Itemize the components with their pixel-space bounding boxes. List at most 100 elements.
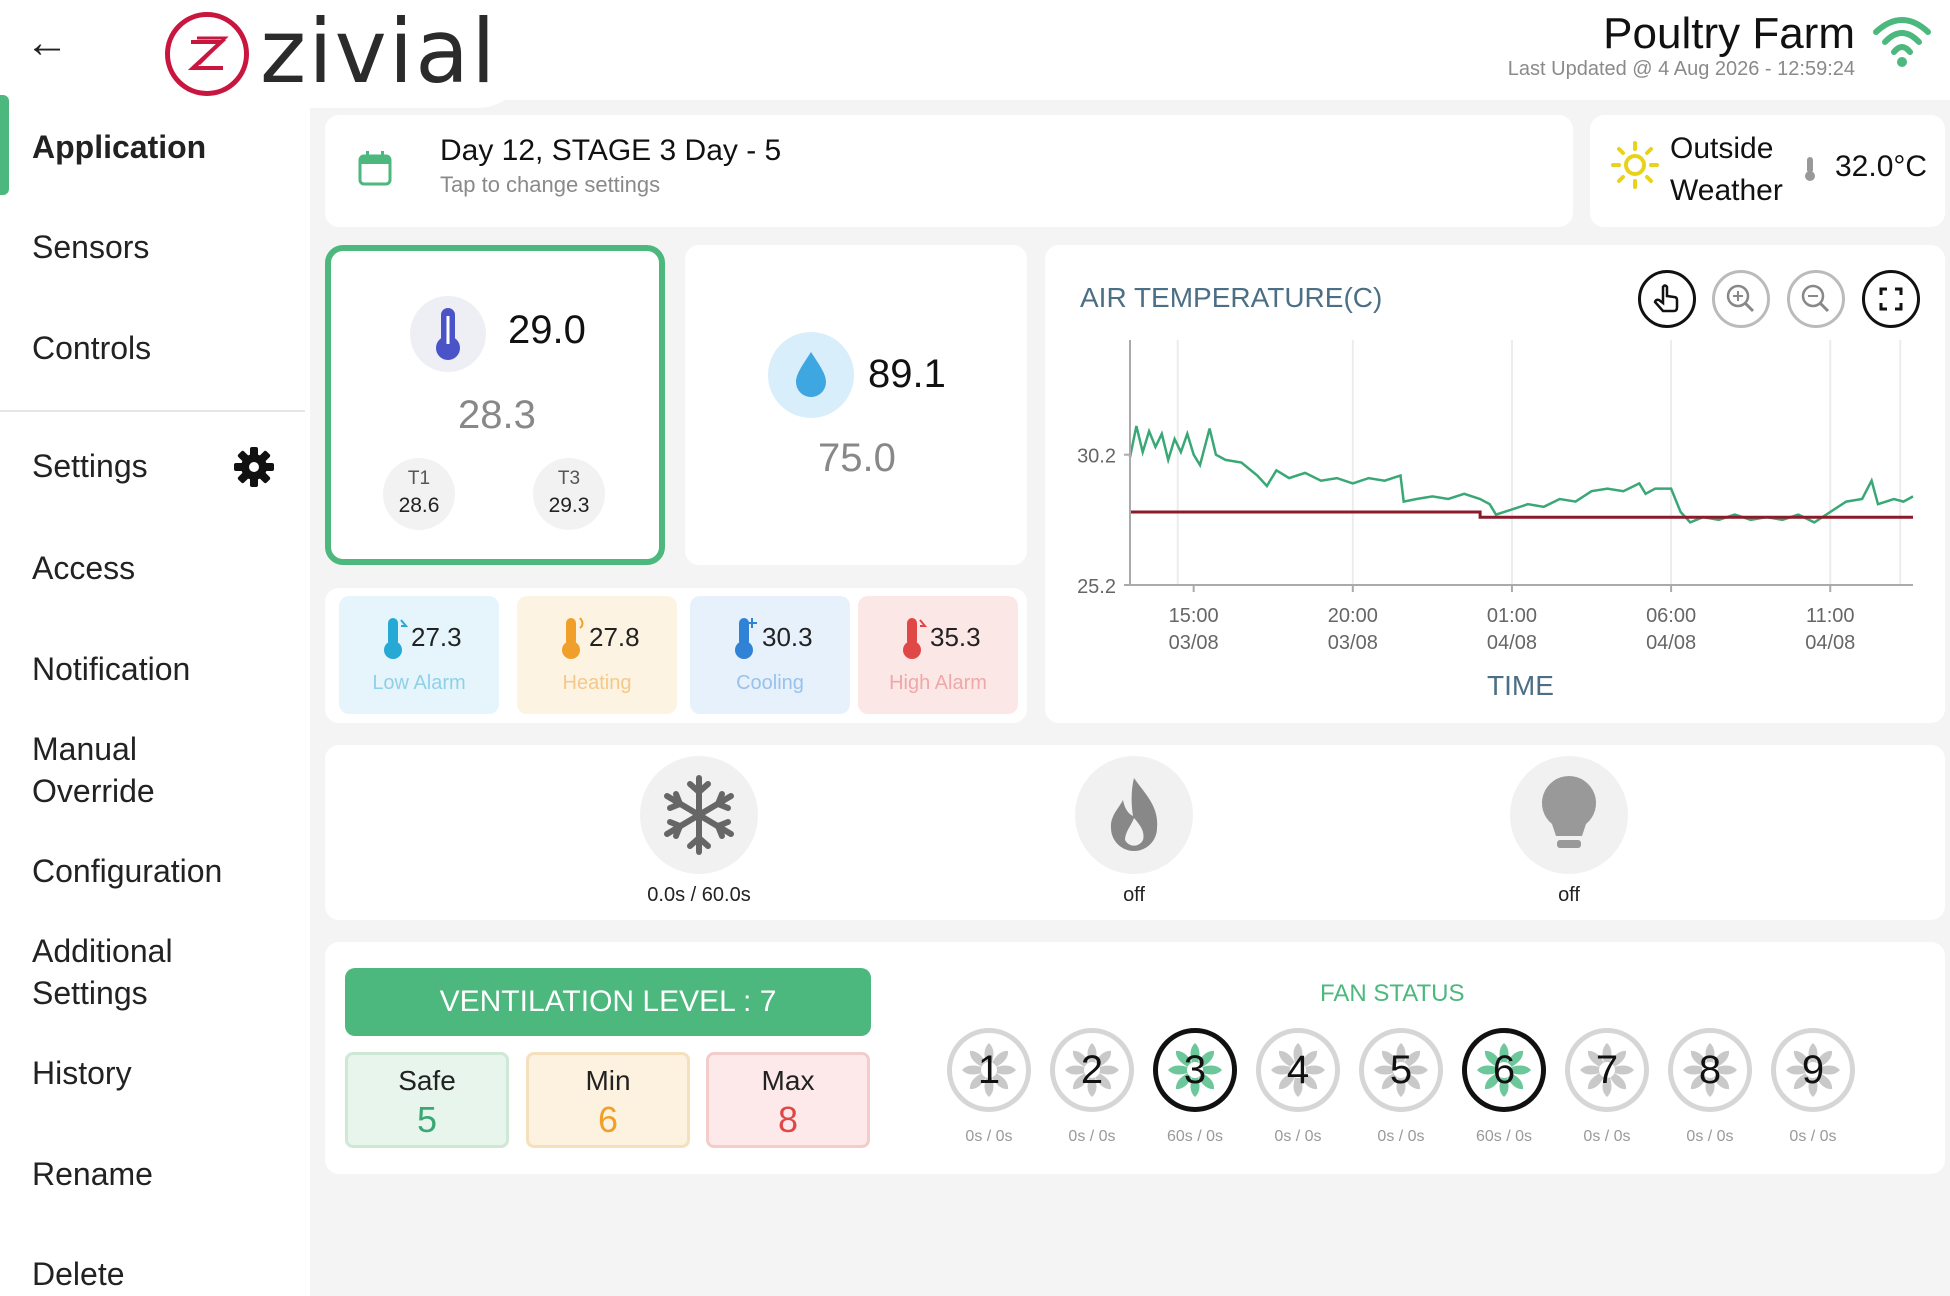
fan-9[interactable]: 9 bbox=[1771, 1028, 1855, 1112]
cooling-status: 0.0s / 60.0s bbox=[647, 884, 751, 906]
fan-8[interactable]: 8 bbox=[1668, 1028, 1752, 1112]
sidebar-item-sensors[interactable]: Sensors bbox=[32, 229, 150, 265]
back-arrow-icon[interactable]: ← bbox=[25, 18, 69, 67]
sidebar-item-delete[interactable]: Delete bbox=[32, 1256, 125, 1292]
gear-icon[interactable] bbox=[232, 445, 276, 489]
sidebar bbox=[0, 100, 310, 1296]
air-temperature-chart[interactable]: 30.2 25.2 15:00 03/08 20:00 03/08 01:00 04/08 06… bbox=[1045, 330, 1945, 720]
alarm-label: High Alarm bbox=[889, 672, 987, 694]
fan-number: 8 bbox=[1698, 1048, 1722, 1092]
level-value: 5 bbox=[416, 1099, 438, 1140]
pointer-icon[interactable] bbox=[1638, 270, 1696, 328]
chart-title: AIR TEMPERATURE(C) bbox=[1080, 282, 1383, 313]
fan-icon bbox=[1477, 1043, 1531, 1097]
y-tick-label: 30.2 bbox=[1077, 446, 1116, 468]
outside-weather-card bbox=[1590, 115, 1945, 227]
x-tick-label: 11:00 bbox=[1806, 605, 1855, 627]
air-temperature-chart-card bbox=[1045, 245, 1945, 723]
sensor-name: T1 bbox=[407, 468, 431, 489]
alarm-high[interactable]: 35.3 High Alarm bbox=[858, 596, 1018, 714]
temperature-card[interactable] bbox=[325, 245, 665, 565]
sidebar-item-configuration[interactable]: Configuration bbox=[32, 853, 223, 889]
fan-7[interactable]: 7 bbox=[1565, 1028, 1649, 1112]
fan-icon bbox=[1374, 1043, 1428, 1097]
zoom-out-icon[interactable] bbox=[1787, 270, 1845, 328]
outside-weather-label: Outside Weather bbox=[1670, 132, 1783, 207]
fan-2[interactable]: 2 bbox=[1050, 1028, 1134, 1112]
last-updated: Last Updated @ 4 Aug 2026 - 12:59:24 bbox=[1507, 58, 1855, 80]
x-tick-label: 01:00 bbox=[1487, 605, 1537, 627]
x-tick-label: 04/08 bbox=[1487, 632, 1537, 654]
sensor-badge-t3: T3 29.3 bbox=[533, 458, 605, 530]
sidebar-item-application[interactable]: Application bbox=[32, 129, 207, 165]
x-tick-label: 04/08 bbox=[1805, 632, 1855, 654]
sensor-name: T3 bbox=[557, 468, 581, 489]
alarm-cooling[interactable]: 30.3 Cooling bbox=[690, 596, 850, 714]
farm-title: Poultry Farm bbox=[1603, 9, 1855, 58]
sidebar-item-settings[interactable]: Settings bbox=[32, 448, 148, 484]
alarm-value: 27.3 bbox=[411, 622, 462, 652]
alarm-value: 35.3 bbox=[930, 622, 981, 652]
sidebar-item-history[interactable]: History bbox=[32, 1055, 132, 1091]
x-tick-label: 04/08 bbox=[1646, 632, 1696, 654]
fan-4[interactable]: 4 bbox=[1256, 1028, 1340, 1112]
fullscreen-icon[interactable] bbox=[1862, 270, 1920, 328]
x-tick-label: 06:00 bbox=[1646, 605, 1696, 627]
sidebar-item-additional-settings[interactable]: Additional Settings bbox=[32, 933, 173, 1011]
light-actuator[interactable] bbox=[1510, 756, 1628, 874]
zivial-logo-icon bbox=[165, 12, 249, 96]
zoom-in-icon[interactable] bbox=[1712, 270, 1770, 328]
alarm-heating[interactable]: 27.8 Heating bbox=[517, 596, 677, 714]
snowflake-icon bbox=[664, 775, 734, 855]
series-line-0 bbox=[1128, 425, 1914, 524]
thermometer-high-icon bbox=[903, 618, 928, 659]
sidebar-divider bbox=[0, 410, 305, 412]
sidebar-item-access[interactable]: Access bbox=[32, 550, 136, 586]
fan-number: 6 bbox=[1492, 1048, 1516, 1092]
ventilation-level-button[interactable]: VENTILATION LEVEL : 7 bbox=[345, 968, 871, 1036]
humidity-card[interactable] bbox=[685, 245, 1027, 565]
fan-number: 9 bbox=[1801, 1048, 1825, 1092]
fan-3[interactable]: 3 bbox=[1153, 1028, 1237, 1112]
sidebar-item-notification[interactable]: Notification bbox=[32, 651, 191, 687]
heating-actuator[interactable] bbox=[1075, 756, 1193, 874]
sensor-badge-t1: T1 28.6 bbox=[383, 458, 455, 530]
active-indicator bbox=[0, 95, 9, 195]
sidebar-item-controls[interactable]: Controls bbox=[32, 330, 152, 366]
day-stage-title: Day 12, STAGE 3 Day - 5 bbox=[440, 134, 782, 167]
fan-time: 0s / 0s bbox=[1789, 1128, 1837, 1145]
humidity-current: 89.1 bbox=[868, 352, 946, 396]
level-label: Min bbox=[585, 1065, 631, 1096]
level-value: 6 bbox=[597, 1099, 619, 1140]
fan-time: 60s / 0s bbox=[1475, 1128, 1533, 1145]
fan-number: 4 bbox=[1286, 1048, 1310, 1092]
fan-time: 0s / 0s bbox=[1686, 1128, 1734, 1145]
fan-icon bbox=[1786, 1043, 1840, 1097]
level-label: Safe bbox=[398, 1065, 456, 1096]
sidebar-item-manual-override[interactable]: Manual Override bbox=[32, 731, 155, 809]
day-stage-card[interactable] bbox=[325, 115, 1573, 227]
fan-5[interactable]: 5 bbox=[1359, 1028, 1443, 1112]
alarm-low[interactable]: 27.3 Low Alarm bbox=[339, 596, 499, 714]
wifi-icon bbox=[1873, 17, 1931, 67]
x-tick-label: 15:00 bbox=[1169, 605, 1219, 627]
fan-time: 60s / 0s bbox=[1166, 1128, 1224, 1145]
x-tick-label: 03/08 bbox=[1169, 632, 1219, 654]
thermometer-heating-icon bbox=[562, 617, 584, 659]
thermometer-icon bbox=[410, 296, 486, 372]
sidebar-item-rename[interactable]: Rename bbox=[32, 1156, 153, 1192]
fan-6[interactable]: 6 bbox=[1462, 1028, 1546, 1112]
fan-1[interactable]: 1 bbox=[947, 1028, 1031, 1112]
fan-icon bbox=[1683, 1043, 1737, 1097]
sun-icon bbox=[1611, 141, 1659, 189]
sensor-value: 28.6 bbox=[398, 494, 440, 517]
alarm-label: Heating bbox=[562, 672, 632, 694]
day-stage-subtitle: Tap to change settings bbox=[440, 172, 661, 197]
calendar-icon bbox=[358, 151, 392, 186]
heating-status: off bbox=[1123, 884, 1145, 906]
x-tick-label: 03/08 bbox=[1328, 632, 1378, 654]
fan-number: 3 bbox=[1183, 1048, 1207, 1092]
cooling-actuator[interactable] bbox=[640, 756, 758, 874]
alarm-value: 30.3 bbox=[762, 622, 813, 652]
thermometer-cooling-icon bbox=[735, 618, 757, 659]
